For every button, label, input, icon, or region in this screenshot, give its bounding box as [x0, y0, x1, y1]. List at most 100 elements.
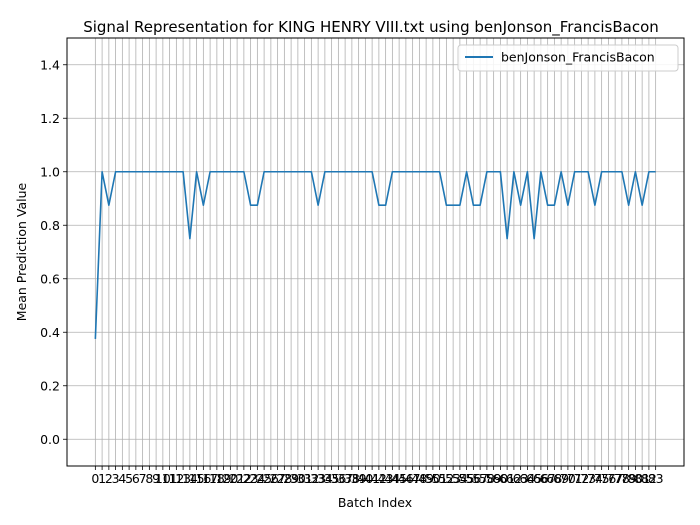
x-tick-label: 11 — [162, 471, 178, 486]
x-tick-label: 59 — [486, 471, 502, 486]
x-tick-label: 69 — [553, 471, 569, 486]
x-tick-label: 48 — [411, 471, 427, 486]
x-tick-label: 4 — [118, 471, 126, 486]
x-tick-label: 24 — [249, 471, 265, 486]
x-tick-label: 79 — [621, 471, 637, 486]
x-tick-label: 2 — [105, 471, 113, 486]
y-tick-label: 0.0 — [40, 432, 60, 447]
y-tick-label: 0.6 — [40, 271, 60, 286]
x-tick-label: 21 — [229, 471, 245, 486]
x-tick-label: 18 — [209, 471, 225, 486]
x-tick-label: 49 — [418, 471, 434, 486]
x-tick-label: 23 — [243, 471, 259, 486]
x-tick-label: 80 — [627, 471, 643, 486]
x-tick-label: 13 — [175, 471, 191, 486]
x-tick-label: 20 — [222, 471, 238, 486]
x-tick-label: 22 — [236, 471, 252, 486]
x-tick-label: 42 — [371, 471, 387, 486]
x-tick-label: 83 — [648, 471, 664, 486]
x-tick-label: 26 — [263, 471, 279, 486]
x-tick-label: 12 — [168, 471, 184, 486]
x-tick-label: 14 — [182, 471, 198, 486]
x-tick-label: 25 — [256, 471, 272, 486]
x-tick-label: 77 — [607, 471, 623, 486]
x-tick-label: 9 — [152, 471, 160, 486]
x-tick-label: 5 — [125, 471, 133, 486]
x-tick-label: 50 — [425, 471, 441, 486]
x-tick-label: 40 — [357, 471, 373, 486]
x-tick-label: 31 — [297, 471, 313, 486]
legend-label: benJonson_FrancisBacon — [501, 50, 655, 65]
x-tick-label: 45 — [391, 471, 407, 486]
y-axis-ticks: 0.0 0.2 0.4 0.6 0.8 1.0 1.2 1.4 — [40, 57, 67, 447]
x-tick-label: 41 — [364, 471, 380, 486]
x-tick-label: 71 — [567, 471, 583, 486]
x-tick-label: 74 — [587, 471, 603, 486]
x-tick-label: 46 — [398, 471, 414, 486]
x-tick-label: 56 — [465, 471, 481, 486]
x-tick-label: 73 — [580, 471, 596, 486]
x-tick-label: 67 — [540, 471, 556, 486]
x-tick-label: 54 — [452, 471, 468, 486]
x-tick-label: 8 — [145, 471, 153, 486]
x-tick-label: 36 — [330, 471, 346, 486]
y-tick-label: 1.2 — [40, 111, 60, 126]
x-tick-label: 34 — [317, 471, 333, 486]
x-tick-label: 39 — [351, 471, 367, 486]
x-tick-label: 53 — [445, 471, 461, 486]
x-tick-label: 57 — [472, 471, 488, 486]
y-tick-label: 0.4 — [40, 325, 60, 340]
x-tick-label: 30 — [290, 471, 306, 486]
x-tick-label: 51 — [432, 471, 448, 486]
x-tick-label: 15 — [189, 471, 205, 486]
x-tick-label: 17 — [202, 471, 218, 486]
legend: benJonson_FrancisBacon — [457, 44, 679, 72]
x-tick-label: 65 — [526, 471, 542, 486]
x-tick-label: 0 — [91, 471, 99, 486]
x-tick-label: 75 — [594, 471, 610, 486]
y-axis-label: Mean Prediction Value — [14, 182, 29, 321]
x-tick-label: 6 — [132, 471, 140, 486]
x-tick-label: 43 — [378, 471, 394, 486]
x-tick-label: 55 — [459, 471, 475, 486]
x-tick-label: 64 — [519, 471, 535, 486]
y-tick-label: 0.8 — [40, 218, 60, 233]
x-tick-label: 7 — [139, 471, 147, 486]
x-tick-label: 32 — [303, 471, 319, 486]
x-tick-label: 28 — [276, 471, 292, 486]
legend-box — [457, 44, 679, 72]
x-tick-label: 37 — [337, 471, 353, 486]
x-tick-label: 76 — [600, 471, 616, 486]
x-tick-label: 78 — [614, 471, 630, 486]
x-tick-label: 16 — [195, 471, 211, 486]
x-tick-label: 3 — [112, 471, 120, 486]
y-tick-label: 1.4 — [40, 57, 60, 72]
x-tick-label: 81 — [634, 471, 650, 486]
series-line — [94, 170, 656, 339]
chart-title: Signal Representation for KING HENRY VII… — [83, 18, 659, 37]
x-tick-label: 70 — [560, 471, 576, 486]
x-tick-label: 33 — [310, 471, 326, 486]
x-tick-label: 60 — [492, 471, 508, 486]
x-tick-label: 62 — [506, 471, 522, 486]
y-tick-label: 1.0 — [40, 164, 60, 179]
x-tick-label: 35 — [324, 471, 340, 486]
x-tick-label: 29 — [283, 471, 299, 486]
x-tick-label: 47 — [405, 471, 421, 486]
x-tick-label: 82 — [641, 471, 657, 486]
x-tick-label: 19 — [216, 471, 232, 486]
plot-frame — [66, 37, 685, 467]
x-tick-label: 1 — [98, 471, 106, 486]
x-tick-label: 63 — [513, 471, 529, 486]
x-tick-label: 72 — [573, 471, 589, 486]
x-tick-label: 10 — [155, 471, 171, 486]
x-tick-label: 61 — [499, 471, 515, 486]
x-tick-label: 66 — [533, 471, 549, 486]
y-tick-label: 0.2 — [40, 378, 60, 393]
x-axis-ticks: 0123456789101112131415161718192021222324… — [91, 466, 664, 486]
x-tick-label: 58 — [479, 471, 495, 486]
x-tick-label: 38 — [344, 471, 360, 486]
x-tick-label: 52 — [438, 471, 454, 486]
